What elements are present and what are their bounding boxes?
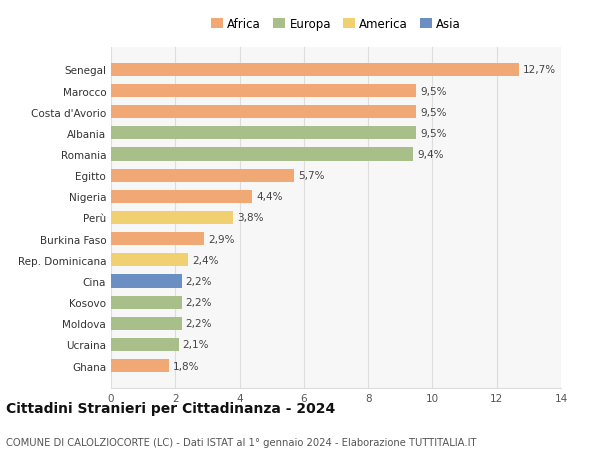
Text: 5,7%: 5,7% — [298, 171, 325, 181]
Bar — [111, 212, 233, 224]
Bar — [111, 190, 253, 203]
Bar — [111, 254, 188, 267]
Text: 2,9%: 2,9% — [208, 234, 235, 244]
Bar — [111, 106, 416, 119]
Text: 2,1%: 2,1% — [182, 340, 209, 350]
Text: 12,7%: 12,7% — [523, 65, 556, 75]
Text: 9,5%: 9,5% — [420, 107, 447, 118]
Bar — [111, 317, 182, 330]
Bar — [111, 64, 519, 77]
Text: 1,8%: 1,8% — [173, 361, 199, 371]
Text: COMUNE DI CALOLZIOCORTE (LC) - Dati ISTAT al 1° gennaio 2024 - Elaborazione TUTT: COMUNE DI CALOLZIOCORTE (LC) - Dati ISTA… — [6, 437, 476, 448]
Text: 9,5%: 9,5% — [420, 86, 447, 96]
Bar — [111, 148, 413, 161]
Text: Cittadini Stranieri per Cittadinanza - 2024: Cittadini Stranieri per Cittadinanza - 2… — [6, 402, 335, 415]
Text: 4,4%: 4,4% — [256, 192, 283, 202]
Text: 2,2%: 2,2% — [185, 319, 212, 329]
Bar — [111, 359, 169, 372]
Bar — [111, 296, 182, 309]
Bar — [111, 169, 294, 182]
Text: 9,4%: 9,4% — [417, 150, 443, 160]
Text: 2,2%: 2,2% — [185, 297, 212, 308]
Bar — [111, 85, 416, 98]
Text: 9,5%: 9,5% — [420, 129, 447, 139]
Text: 3,8%: 3,8% — [237, 213, 263, 223]
Bar — [111, 233, 204, 246]
Bar — [111, 127, 416, 140]
Bar — [111, 338, 179, 351]
Legend: Africa, Europa, America, Asia: Africa, Europa, America, Asia — [206, 13, 466, 35]
Text: 2,2%: 2,2% — [185, 276, 212, 286]
Bar — [111, 275, 182, 288]
Text: 2,4%: 2,4% — [192, 255, 218, 265]
